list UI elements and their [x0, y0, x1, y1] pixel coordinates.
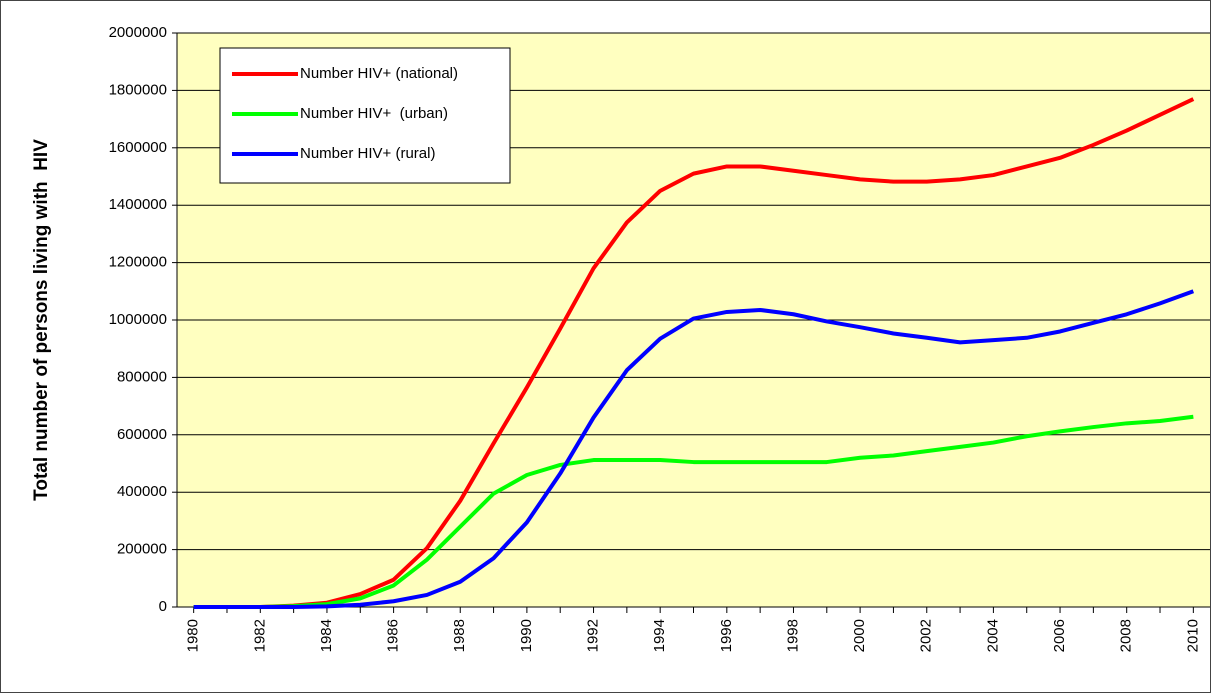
legend-label: Number HIV+ (urban): [300, 105, 448, 122]
x-tick-label: 1994: [651, 619, 668, 652]
x-tick-label: 1998: [784, 619, 801, 652]
y-tick-label: 1600000: [109, 139, 167, 156]
y-tick-label: 2000000: [109, 24, 167, 41]
x-tick-label: 2004: [984, 619, 1001, 652]
x-tick-label: 2010: [1184, 619, 1201, 652]
x-tick-label: 1984: [318, 619, 335, 652]
x-tick-label: 1992: [585, 619, 602, 652]
legend-label: Number HIV+ (rural): [300, 145, 435, 162]
y-axis-title: Total number of persons living with HIV: [31, 139, 52, 501]
x-tick-label: 1996: [718, 619, 735, 652]
x-tick-label: 1988: [451, 619, 468, 652]
x-tick-label: 2008: [1118, 619, 1135, 652]
y-tick-label: 1200000: [109, 254, 167, 271]
y-tick-label: 800000: [117, 368, 167, 385]
x-tick-label: 2006: [1051, 619, 1068, 652]
x-tick-label: 2000: [851, 619, 868, 652]
y-tick-label: 0: [159, 598, 167, 615]
y-tick-label: 400000: [117, 483, 167, 500]
series-line: [193, 289, 1195, 609]
x-tick-label: 1980: [185, 619, 202, 652]
x-tick-label: 1986: [385, 619, 402, 652]
legend-label: Number HIV+ (national): [300, 65, 458, 82]
x-tick-label: 2002: [918, 619, 935, 652]
x-tick-label: 1990: [518, 619, 535, 652]
y-tick-label: 600000: [117, 426, 167, 443]
x-tick-label: 1982: [251, 619, 268, 652]
series-line: [193, 97, 1195, 609]
y-tick-label: 1400000: [109, 196, 167, 213]
y-tick-label: 200000: [117, 541, 167, 558]
series-line: [193, 414, 1194, 609]
y-tick-label: 1800000: [109, 81, 167, 98]
y-tick-label: 1000000: [109, 311, 167, 328]
